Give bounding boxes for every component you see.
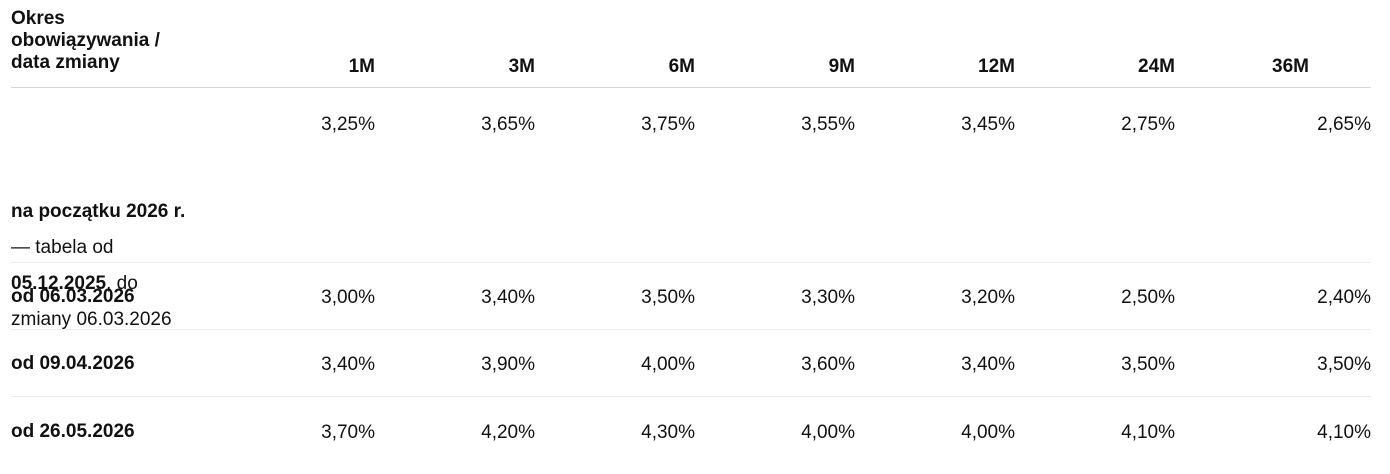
rate-cell: 4,10% xyxy=(1251,422,1371,444)
row-label-line2: — tabela od xyxy=(11,230,261,266)
rate-cell: 3,70% xyxy=(255,422,375,444)
header-col-9m: 9M xyxy=(755,56,855,78)
header-period-line2: obowiązywania / xyxy=(11,30,201,52)
rate-cell: 4,30% xyxy=(575,422,695,444)
table-row: od 06.03.2026 3,00% 3,40% 3,50% 3,30% 3,… xyxy=(11,263,1371,330)
rate-cell: 3,65% xyxy=(415,114,535,136)
rate-cell: 3,40% xyxy=(895,354,1015,376)
table-row: od 26.05.2026 3,70% 4,20% 4,30% 4,00% 4,… xyxy=(11,397,1371,465)
rate-cell: 3,40% xyxy=(255,354,375,376)
rate-cell: 4,20% xyxy=(415,422,535,444)
rate-cell: 2,50% xyxy=(1055,287,1175,309)
header-col-24m: 24M xyxy=(1075,56,1175,78)
table-row: od 09.04.2026 3,40% 3,90% 4,00% 3,60% 3,… xyxy=(11,330,1371,397)
rate-cell: 3,50% xyxy=(575,287,695,309)
rate-cell: 3,55% xyxy=(735,114,855,136)
rate-cell: 3,75% xyxy=(575,114,695,136)
rates-table: Okres obowiązywania / data zmiany 1M 3M … xyxy=(11,0,1371,465)
row-label-bold: od 06.03.2026 xyxy=(11,286,135,307)
rate-cell: 4,10% xyxy=(1055,422,1175,444)
rate-cell: 3,20% xyxy=(895,287,1015,309)
rate-cell: 3,25% xyxy=(255,114,375,136)
header-col-12m: 12M xyxy=(915,56,1015,78)
rate-cell: 3,50% xyxy=(1055,354,1175,376)
rate-cell: 2,40% xyxy=(1251,287,1371,309)
rate-cell: 4,00% xyxy=(895,422,1015,444)
rate-cell: 3,90% xyxy=(415,354,535,376)
header-period-label: Okres obowiązywania / data zmiany xyxy=(11,8,201,74)
row-label: od 06.03.2026 xyxy=(11,279,261,315)
rate-cell: 2,65% xyxy=(1251,114,1371,136)
rate-cell: 3,30% xyxy=(735,287,855,309)
row-label: od 09.04.2026 xyxy=(11,346,261,382)
header-col-1m: 1M xyxy=(275,56,375,78)
table-header-row: Okres obowiązywania / data zmiany 1M 3M … xyxy=(11,0,1371,88)
rate-cell: 3,40% xyxy=(415,287,535,309)
row-label: od 26.05.2026 xyxy=(11,414,261,450)
row-label-bold: od 26.05.2026 xyxy=(11,421,135,442)
header-col-3m: 3M xyxy=(435,56,535,78)
rate-cell: 4,00% xyxy=(735,422,855,444)
rate-cell: 4,00% xyxy=(575,354,695,376)
row-label-bold: na początku 2026 r. xyxy=(11,201,185,222)
header-period-line3: data zmiany xyxy=(11,52,201,74)
rate-cell: 3,45% xyxy=(895,114,1015,136)
row-label-bold: od 09.04.2026 xyxy=(11,353,135,374)
rate-cell: 3,00% xyxy=(255,287,375,309)
header-period-line1: Okres xyxy=(11,8,201,30)
rate-cell: 3,60% xyxy=(735,354,855,376)
header-col-36m: 36M xyxy=(1209,56,1309,78)
table-row: na początku 2026 r. — tabela od 05.12.20… xyxy=(11,88,1371,263)
rate-cell: 3,50% xyxy=(1251,354,1371,376)
header-col-6m: 6M xyxy=(595,56,695,78)
rate-cell: 2,75% xyxy=(1055,114,1175,136)
